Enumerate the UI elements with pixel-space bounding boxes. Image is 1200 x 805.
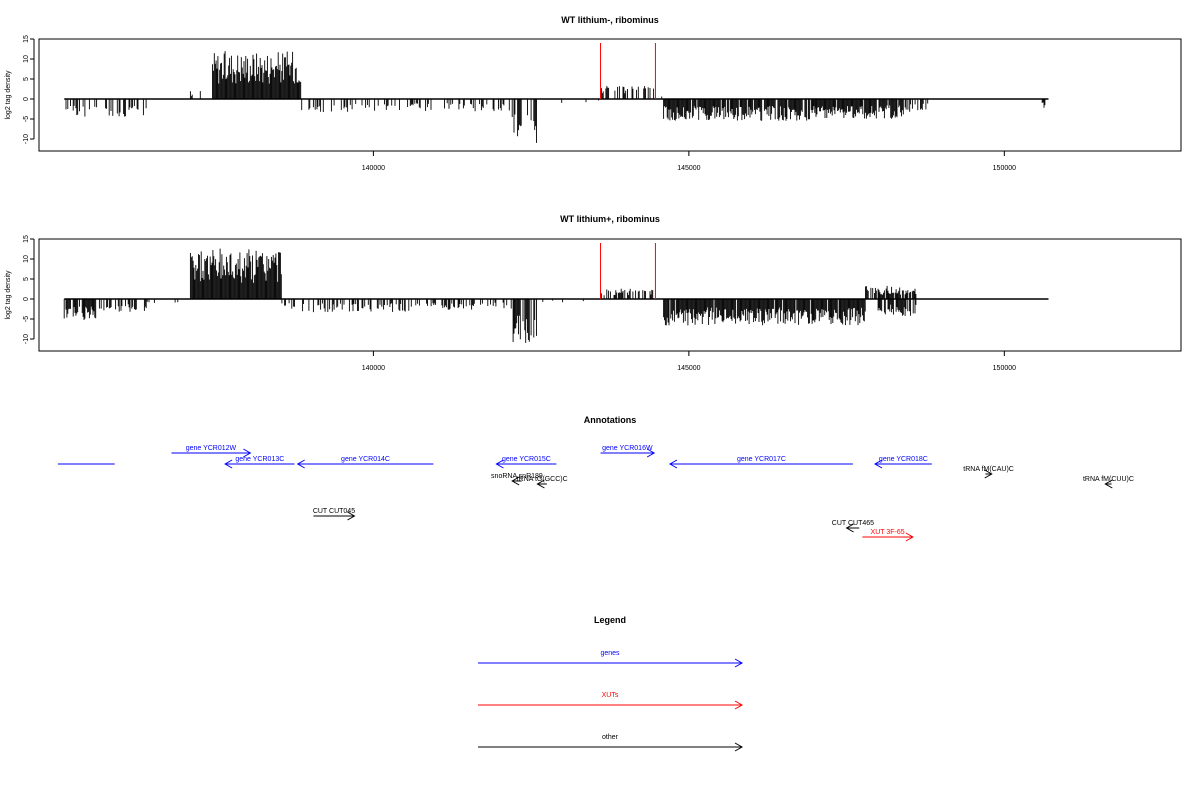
track-panel-lithium-minus: WT lithium-, ribominus log2 tag density …	[5, 15, 1182, 172]
feature-label: gene YCR013C	[235, 456, 284, 463]
y-tick-label: 0	[23, 297, 30, 301]
feature-label: gene YCR016W	[602, 445, 653, 452]
feature-arrowhead	[296, 459, 305, 469]
feature-arrowhead	[495, 459, 504, 469]
y-tick-label: 10	[23, 55, 30, 63]
feature-arrowhead	[984, 469, 993, 479]
annotation-feature: XUT 3F-65	[862, 529, 914, 542]
feature-label: gene YCR015C	[502, 456, 551, 463]
annotation-feature: CUT CUT465	[832, 520, 874, 533]
y-tick-label: -5	[23, 116, 30, 122]
feature-arrowhead	[243, 448, 252, 458]
plot-frame	[38, 238, 1182, 352]
y-axis: -10 -5 0 5 10 15	[23, 235, 35, 344]
feature-arrowhead	[224, 459, 233, 469]
signal-bars	[64, 43, 1049, 143]
feature-label: snoRNA snR189	[491, 473, 543, 480]
signal-bars	[63, 243, 1049, 343]
feature-label: tRNA tG(GCC)C	[517, 476, 568, 483]
y-axis-label: log2 tag density	[5, 270, 12, 320]
y-tick-label: -5	[23, 316, 30, 322]
x-axis: 140000 145000 150000	[362, 151, 1016, 172]
y-tick-label: 10	[23, 255, 30, 263]
annotations-title: Annotations	[584, 415, 637, 425]
feature-label: CUT CUT045	[313, 508, 355, 515]
annotation-feature: tRNA fM(CAU)C	[963, 466, 1014, 479]
annotation-feature: gene YCR015C	[495, 456, 557, 469]
y-tick-label: 0	[23, 97, 30, 101]
feature-arrowhead	[646, 448, 656, 458]
x-tick-label: 150000	[993, 165, 1016, 172]
y-tick-label: -10	[23, 134, 30, 144]
x-axis: 140000 145000 150000	[362, 351, 1016, 372]
legend-arrowhead	[734, 658, 744, 668]
y-axis-label: log2 tag density	[5, 70, 12, 120]
track-panel-lithium-plus: WT lithium+, ribominus log2 tag density …	[5, 214, 1182, 372]
annotation-feature: tRNA fM(CUU)C	[1083, 476, 1134, 489]
annotation-feature: gene YCR014C	[296, 456, 434, 469]
annotation-features: gene YCR012W gene YCR013C gene YCR014C gene…	[57, 445, 1134, 542]
annotation-feature: gene YCR013C	[224, 456, 295, 469]
y-tick-label: 15	[23, 235, 30, 243]
annotation-feature: CUT CUT045	[313, 508, 356, 521]
feature-arrowhead	[905, 532, 914, 542]
legend-item: genes	[478, 650, 744, 668]
feature-label: tRNA fM(CAU)C	[963, 466, 1014, 473]
y-tick-label: 5	[23, 277, 30, 281]
annotation-feature: gene YCR018C	[873, 456, 932, 469]
feature-label: gene YCR017C	[737, 456, 786, 463]
annotation-feature: snoRNA snR189	[491, 473, 543, 486]
legend-arrowhead	[734, 742, 744, 752]
feature-arrowhead	[511, 476, 520, 486]
x-tick-label: 145000	[677, 365, 700, 372]
y-tick-label: 5	[23, 77, 30, 81]
feature-label: gene YCR012W	[186, 445, 237, 452]
legend-title: Legend	[594, 615, 626, 625]
legend-item: XUTs	[478, 692, 744, 710]
legend-arrowhead	[734, 700, 744, 710]
x-tick-label: 140000	[362, 365, 385, 372]
annotation-feature: gene YCR016W	[600, 445, 656, 458]
legend-item: other	[478, 734, 744, 752]
panel-title: WT lithium-, ribominus	[561, 15, 659, 25]
y-tick-label: -10	[23, 334, 30, 344]
y-tick-label: 15	[23, 35, 30, 43]
panel-title: WT lithium+, ribominus	[560, 214, 660, 224]
legend: Legend genes XUTs other	[478, 615, 744, 752]
legend-label: other	[602, 734, 619, 741]
annotation-feature: gene YCR017C	[668, 456, 853, 469]
feature-label: tRNA fM(CUU)C	[1083, 476, 1134, 483]
x-tick-label: 150000	[993, 365, 1016, 372]
feature-arrowhead	[536, 479, 545, 489]
feature-label: gene YCR018C	[879, 456, 928, 463]
plot-frame	[38, 38, 1182, 152]
legend-items: genes XUTs other	[478, 650, 744, 752]
feature-arrowhead	[347, 511, 356, 521]
feature-arrowhead	[668, 459, 678, 469]
feature-arrowhead	[1104, 479, 1113, 489]
annotation-feature: tRNA tG(GCC)C	[517, 476, 568, 489]
feature-label: XUT 3F-65	[871, 529, 905, 536]
feature-label: gene YCR014C	[341, 456, 390, 463]
feature-arrowhead	[845, 523, 854, 533]
x-tick-label: 145000	[677, 165, 700, 172]
feature-label: CUT CUT465	[832, 520, 874, 527]
legend-label: genes	[600, 650, 620, 657]
annotation-feature: gene YCR012W	[171, 445, 252, 458]
feature-arrowhead	[873, 459, 883, 469]
y-axis: -10 -5 0 5 10 15	[23, 35, 35, 144]
legend-label: XUTs	[602, 692, 619, 699]
x-tick-label: 140000	[362, 165, 385, 172]
